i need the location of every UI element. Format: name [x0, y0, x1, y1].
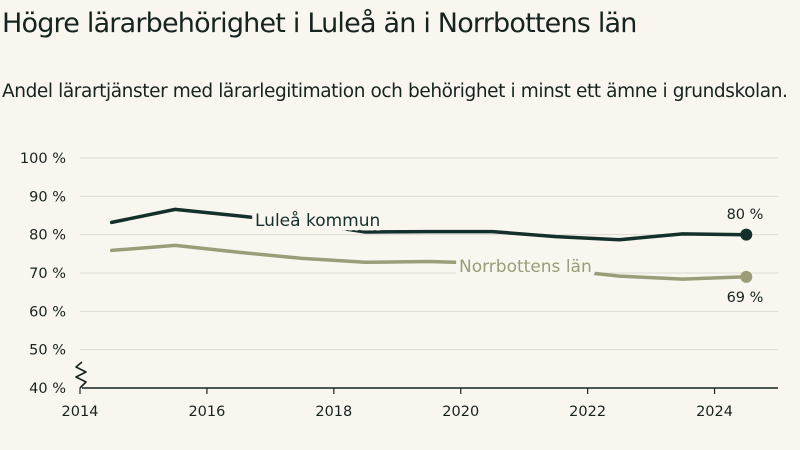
y-tick-label: 90 % — [29, 189, 66, 205]
series-end-marker — [740, 270, 753, 283]
x-tick-label: 2024 — [696, 404, 733, 420]
x-tick-label: 2014 — [62, 404, 99, 420]
x-axis: 2014 2016 2018 2020 2022 2024 — [62, 361, 778, 420]
y-tick-label: 100 % — [20, 151, 66, 167]
x-tick-label: 2020 — [442, 404, 479, 420]
series-end-marker — [740, 228, 753, 241]
y-tick-label: 60 % — [29, 304, 66, 320]
x-tick-label: 2022 — [569, 404, 606, 420]
y-axis: 40 % 50 % 60 % 70 % 80 % 90 % 100 % — [20, 151, 66, 397]
y-tick-label: 70 % — [29, 266, 66, 282]
series-label-halo: Luleå kommun — [255, 210, 380, 231]
axis-break-icon — [75, 361, 87, 389]
chart-subtitle: Andel lärartjänster med lärarlegitimatio… — [2, 81, 788, 102]
series-label-lulea: Luleå kommun — [255, 210, 380, 231]
y-tick-label: 40 % — [29, 381, 66, 397]
y-tick-label: 50 % — [29, 343, 66, 359]
series-group — [109, 207, 753, 283]
grid-lines — [80, 157, 778, 351]
end-value-lulea: 80 % — [727, 207, 764, 223]
end-value-norrbotten: 69 % — [727, 290, 764, 306]
y-tick-label: 80 % — [29, 228, 66, 244]
series-label-halo: Norrbottens län — [459, 257, 592, 277]
series-line-lulea — [109, 207, 749, 242]
x-tick-label: 2016 — [188, 404, 225, 420]
series-label-norrbotten: Norrbottens län — [459, 257, 592, 277]
chart-title: Högre lärarbehörighet i Luleå än i Norrb… — [2, 8, 637, 39]
series-line-norrbotten — [109, 243, 749, 281]
x-tick-label: 2018 — [315, 404, 352, 420]
